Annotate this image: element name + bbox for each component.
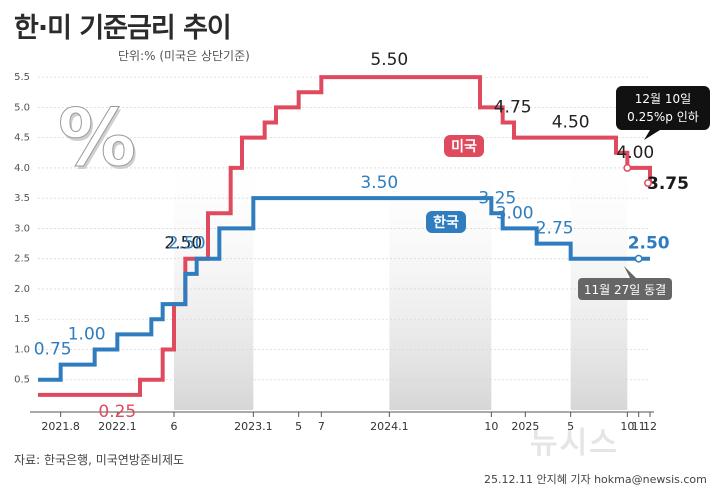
data-label-us: 4.00 bbox=[616, 143, 654, 163]
us-callout-line: 0.25%p 인하 bbox=[627, 110, 699, 124]
x-tick-label: 2024.1 bbox=[370, 420, 409, 433]
us-badge-bg bbox=[444, 135, 484, 157]
data-label-us: 3.75 bbox=[647, 174, 689, 194]
y-tick-label: 4.5 bbox=[14, 133, 30, 144]
data-label-korea: 3.00 bbox=[496, 203, 534, 223]
y-tick-label: 4.0 bbox=[14, 163, 30, 174]
x-tick-label: 11 bbox=[632, 420, 646, 433]
percent-icon: % bbox=[60, 97, 138, 187]
data-label-korea: 3.50 bbox=[360, 173, 398, 193]
x-tick-label: 5 bbox=[295, 420, 302, 433]
x-tick-label: 10 bbox=[484, 420, 498, 433]
y-tick-label: 2.0 bbox=[14, 284, 30, 295]
korea-callout: 11월 27일 동결 bbox=[578, 266, 672, 300]
us-badge: 미국 bbox=[444, 135, 484, 157]
y-tick-label: 2.5 bbox=[14, 254, 30, 265]
data-label-korea: 2.75 bbox=[536, 219, 574, 239]
shaded-period bbox=[570, 138, 628, 410]
korea-callout-bg bbox=[578, 278, 672, 300]
y-tick-label: 1.5 bbox=[14, 314, 30, 325]
data-label-us: 4.75 bbox=[494, 98, 532, 118]
x-tick-label: 6 bbox=[171, 420, 178, 433]
x-tick-label: 2021.8 bbox=[41, 420, 80, 433]
y-tick-label: 1.0 bbox=[14, 344, 30, 355]
y-tick-label: 3.5 bbox=[14, 193, 30, 204]
credit-note: 25.12.11 안지혜 기자 hokma@newsis.com bbox=[484, 473, 707, 486]
page-title: 한·미 기준금리 추이 bbox=[14, 13, 232, 44]
source-note: 자료: 한국은행, 미국연방준비제도 bbox=[14, 453, 185, 467]
series-line-korea bbox=[38, 196, 650, 382]
korea-badge-bg bbox=[426, 211, 466, 233]
data-label-korea: 3.25 bbox=[478, 188, 516, 208]
x-tick-label: 2025 bbox=[511, 420, 539, 433]
y-tick-label: 0.5 bbox=[14, 375, 30, 386]
korea-badge: 한국 bbox=[426, 211, 466, 233]
x-tick-label: 7 bbox=[318, 420, 325, 433]
end-marker bbox=[623, 163, 632, 172]
shaded-period bbox=[389, 138, 492, 410]
y-tick-label: 5.5 bbox=[14, 72, 30, 83]
korea-callout-text: 11월 27일 동결 bbox=[584, 283, 666, 297]
us-callout-tail bbox=[644, 130, 660, 140]
x-tick-label: 2022.1 bbox=[98, 420, 137, 433]
x-tick-label: 12 bbox=[643, 420, 657, 433]
us-callout-bg bbox=[616, 86, 710, 130]
us-callout: 12월 10일 0.25%p 인하 bbox=[616, 86, 710, 140]
data-label-us: 0.25 bbox=[98, 402, 136, 422]
us-callout-line: 12월 10일 bbox=[635, 92, 691, 106]
x-tick-label: 2023.1 bbox=[234, 420, 273, 433]
unit-note: 단위:% (미국은 상단기준) bbox=[118, 49, 250, 63]
x-tick-label: 5 bbox=[567, 420, 574, 433]
y-tick-label: 5.0 bbox=[14, 102, 30, 113]
end-marker bbox=[634, 254, 643, 263]
end-marker bbox=[644, 179, 652, 187]
data-label-us: 2.50 bbox=[164, 234, 202, 254]
data-label-korea: 2.50 bbox=[628, 234, 670, 254]
data-label-us: 5.50 bbox=[370, 50, 408, 70]
percent-icon-front: % bbox=[58, 94, 136, 184]
x-tick-label: 10 bbox=[620, 420, 634, 433]
us-badge-text: 미국 bbox=[451, 139, 477, 155]
watermark: 뉴시스 bbox=[530, 426, 619, 461]
korea-callout-tail bbox=[624, 266, 636, 278]
data-label-korea: 2.50 bbox=[168, 234, 206, 254]
data-label-us: 4.50 bbox=[552, 113, 590, 133]
data-label-korea: 1.00 bbox=[68, 324, 106, 344]
data-label-korea: 0.75 bbox=[34, 340, 72, 360]
series-line-us bbox=[38, 75, 652, 397]
y-tick-label: 3.0 bbox=[14, 223, 30, 234]
korea-badge-text: 한국 bbox=[433, 215, 459, 231]
